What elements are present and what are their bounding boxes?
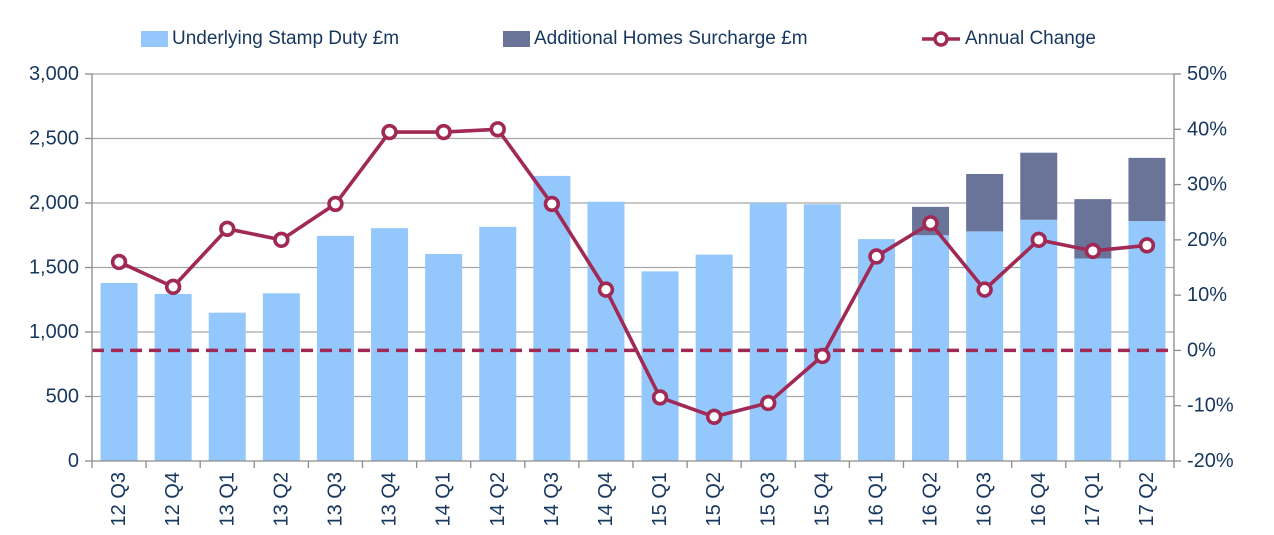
annual-change-line xyxy=(118,127,1148,419)
right-axis-label: 0% xyxy=(1187,339,1216,361)
underlying-stamp-duty-bar xyxy=(425,253,463,461)
left-axis-label: 2,000 xyxy=(29,192,79,214)
underlying-stamp-duty-bar xyxy=(587,201,625,461)
underlying-stamp-duty-bar xyxy=(316,235,354,461)
underlying-stamp-duty-bar xyxy=(1128,221,1166,461)
category-axis-label: 14 Q3 xyxy=(541,472,563,526)
annual-change-marker xyxy=(597,281,615,298)
underlying-stamp-duty-bar xyxy=(749,203,787,461)
underlying-stamp-duty-bar xyxy=(1074,258,1112,461)
annual-change-marker xyxy=(543,195,561,213)
category-axis-label: 14 Q4 xyxy=(595,472,617,526)
right-axis-label: 20% xyxy=(1187,229,1227,251)
annual-change-marker xyxy=(1030,231,1047,249)
annual-change-line-marker-icon xyxy=(922,31,960,47)
legend-item-additional-homes-surcharge: Additional Homes Surcharge £m xyxy=(503,28,808,50)
annual-change-marker xyxy=(705,408,723,425)
annual-change-marker xyxy=(164,278,182,296)
underlying-stamp-duty-bar xyxy=(208,312,246,461)
underlying-stamp-duty-bar xyxy=(371,228,409,461)
category-axis-label: 17 Q2 xyxy=(1136,472,1158,526)
annual-change-marker xyxy=(976,281,993,298)
annual-change-marker xyxy=(922,215,939,232)
legend-label: Annual Change xyxy=(965,28,1096,49)
additional-homes-surcharge-bar xyxy=(1128,157,1166,222)
left-axis-label: 1,000 xyxy=(29,321,79,343)
underlying-stamp-duty-bar xyxy=(912,235,950,461)
annual-change-marker xyxy=(814,347,831,365)
underlying-stamp-duty-bar xyxy=(154,293,192,461)
annual-change-marker xyxy=(760,394,777,412)
underlying-stamp-duty-bar xyxy=(641,271,679,461)
additional-homes-surcharge-bar xyxy=(1020,152,1058,220)
underlying-stamp-duty-bar xyxy=(1020,219,1058,461)
category-axis-label: 12 Q3 xyxy=(108,472,130,526)
category-axis-label: 13 Q4 xyxy=(379,472,401,526)
chart-legend: Underlying Stamp Duty £m Additional Home… xyxy=(0,0,1274,60)
category-axis-label: 15 Q4 xyxy=(811,472,833,526)
right-axis-label: 30% xyxy=(1187,174,1227,196)
annual-change-marker xyxy=(651,389,669,406)
category-axis-label: 16 Q3 xyxy=(974,472,996,526)
category-axis-label: 14 Q1 xyxy=(433,472,455,526)
right-axis-label: 40% xyxy=(1187,118,1227,140)
legend-item-annual-change: Annual Change xyxy=(921,28,1096,50)
legend-item-underlying-stamp-duty: Underlying Stamp Duty £m xyxy=(141,28,399,50)
additional-homes-surcharge-bar xyxy=(966,173,1004,232)
left-axis-label: 2,500 xyxy=(29,128,79,150)
annual-change-marker xyxy=(1084,242,1102,260)
annual-change-marker xyxy=(327,195,344,213)
left-axis-label: 1,500 xyxy=(29,257,79,279)
underlying-stamp-duty-bar xyxy=(533,175,571,461)
underlying-stamp-duty-bar xyxy=(695,254,733,461)
category-axis-label: 16 Q4 xyxy=(1028,472,1050,526)
underlying-stamp-duty-swatch-icon xyxy=(141,31,168,47)
category-axis-label: 17 Q1 xyxy=(1082,472,1104,526)
underlying-stamp-duty-bar xyxy=(966,231,1004,461)
right-axis-label: 10% xyxy=(1187,284,1227,306)
additional-homes-surcharge-swatch-icon xyxy=(503,31,530,47)
right-axis-label: 50% xyxy=(1187,63,1227,85)
annual-change-marker xyxy=(868,248,885,265)
category-axis-label: 16 Q1 xyxy=(865,472,887,526)
annual-change-marker xyxy=(435,123,452,141)
category-axis-label: 14 Q2 xyxy=(487,472,509,526)
category-axis-label: 15 Q1 xyxy=(649,472,671,526)
category-axis-label: 13 Q1 xyxy=(216,472,238,526)
annual-change-marker xyxy=(219,220,236,238)
underlying-stamp-duty-bar xyxy=(262,293,300,461)
annual-change-marker xyxy=(381,123,398,141)
annual-change-marker xyxy=(110,253,128,271)
category-axis-label: 12 Q4 xyxy=(162,472,184,526)
right-axis-label: -20% xyxy=(1187,450,1234,472)
category-axis-label: 13 Q3 xyxy=(324,472,346,526)
underlying-stamp-duty-bar xyxy=(100,282,138,461)
category-axis-label: 15 Q3 xyxy=(757,472,779,526)
left-axis-label: 3,000 xyxy=(29,63,79,85)
category-axis-label: 15 Q2 xyxy=(703,472,725,526)
annual-change-marker xyxy=(1138,237,1156,254)
left-axis-label: 0 xyxy=(68,450,79,472)
left-axis-label: 500 xyxy=(46,386,79,408)
right-axis-label: -10% xyxy=(1187,395,1234,417)
category-axis-label: 16 Q2 xyxy=(920,472,942,526)
legend-label: Additional Homes Surcharge £m xyxy=(534,28,808,49)
legend-label: Underlying Stamp Duty £m xyxy=(172,28,400,49)
underlying-stamp-duty-bar xyxy=(479,226,517,461)
annual-change-marker xyxy=(273,231,290,249)
annual-change-marker xyxy=(489,121,506,138)
category-axis-label: 13 Q2 xyxy=(270,472,292,526)
